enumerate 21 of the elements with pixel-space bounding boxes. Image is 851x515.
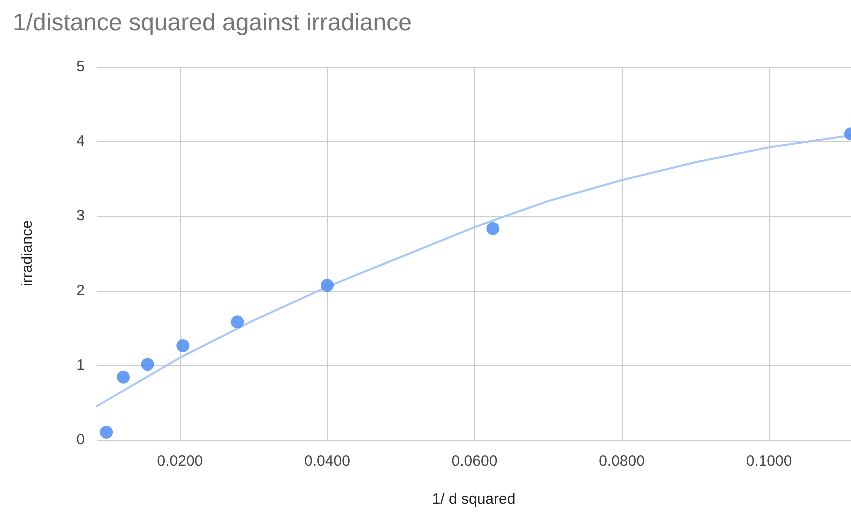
x-axis-title: 1/ d squared [432,491,516,508]
y-tick-label: 2 [76,282,85,300]
point [320,279,334,292]
y-tick-label: 5 [76,58,85,76]
y-tick-label: 1 [76,356,85,374]
y-tick-label: 4 [76,133,85,150]
x-tick-label: 0.0800 [599,453,645,470]
x-tick-label: 0.1000 [746,453,792,470]
chart-title: 1/distance squared against irradiance [13,10,412,36]
point [486,222,500,236]
point [141,358,154,372]
point [231,316,244,329]
x-tick-label: 0.0200 [157,453,204,470]
x-tick-label: 0.0600 [452,453,498,470]
y-axis-title: irradiance [19,220,36,286]
y-tick-label: 0 [76,432,85,448]
point [100,426,114,440]
x-tick-label: 0.0400 [304,453,350,470]
point [117,370,130,384]
y-tick-label: 3 [76,208,85,225]
point [176,340,190,352]
